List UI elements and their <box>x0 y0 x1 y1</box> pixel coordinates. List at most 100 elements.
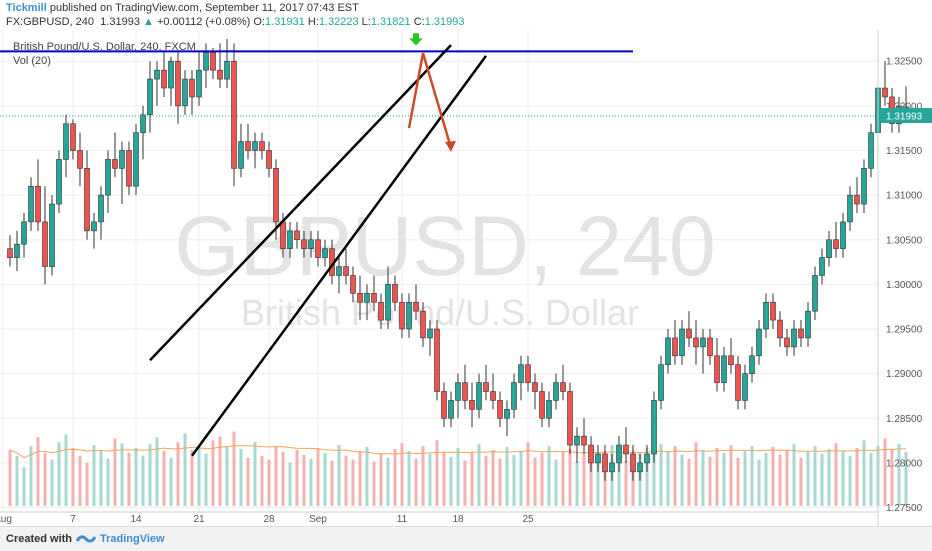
volume-bar <box>169 457 173 506</box>
volume-bar <box>596 457 600 506</box>
volume-bar <box>218 436 222 506</box>
candle-body <box>686 328 692 339</box>
candle-body <box>742 373 748 401</box>
down-arrow-marker-icon <box>409 33 423 46</box>
volume-bar <box>372 461 376 506</box>
volume-bar <box>484 455 488 506</box>
volume-bar <box>211 440 215 506</box>
candle-body <box>490 391 496 401</box>
volume-bar <box>358 450 362 506</box>
candle-body <box>609 462 615 473</box>
volume-bar <box>106 458 110 506</box>
high-value: 1.32223 <box>318 16 359 28</box>
low-value: 1.31821 <box>370 16 411 28</box>
volume-ma-line <box>9 445 906 459</box>
quote-line: FX:GBPUSD, 240 1.31993 ▲ +0.00112 (+0.08… <box>6 16 464 28</box>
volume-bar <box>904 451 908 506</box>
volume-bar <box>43 452 47 506</box>
volume-bar <box>834 443 838 506</box>
volume-bar <box>148 444 152 506</box>
volume-bar <box>442 451 446 506</box>
candle-body <box>721 355 727 383</box>
author-link[interactable]: Tickmill <box>6 2 47 14</box>
volume-bar <box>190 449 194 506</box>
price-tick-label: 1.29000 <box>886 369 923 380</box>
volume-bar <box>302 454 306 506</box>
volume-bar <box>316 448 320 506</box>
publish-line: Tickmill published on TradingView.com, S… <box>6 2 359 14</box>
candle-body <box>518 364 524 383</box>
forecast-arrow[interactable] <box>407 52 453 149</box>
candle-body <box>854 194 860 205</box>
volume-bar <box>393 448 397 506</box>
candle-body <box>287 230 293 249</box>
candle-body <box>70 123 76 151</box>
grid-lines <box>0 30 878 512</box>
candle-body <box>602 453 608 473</box>
price-tick-label: 1.29500 <box>886 325 923 336</box>
publish-info: published on TradingView.com, September … <box>49 2 359 14</box>
price-tick-label: 1.31500 <box>886 146 923 157</box>
price-axis[interactable]: 1.32500 1.32000 1.31500 1.31000 1.30500 1.300… <box>886 57 923 514</box>
candle-body <box>665 337 671 366</box>
volume-bar <box>57 442 61 506</box>
last-price-badge-bg <box>879 108 932 123</box>
time-tick-label: 11 <box>397 514 408 525</box>
candle-body <box>189 78 195 98</box>
candle-body <box>511 382 517 410</box>
time-tick-label: 18 <box>452 514 464 525</box>
drawings <box>0 33 633 457</box>
volume-bar <box>491 449 495 506</box>
volume-bar <box>729 445 733 506</box>
channel-lower-line[interactable] <box>190 55 488 457</box>
candle-body <box>91 221 97 232</box>
volume-bar <box>407 450 411 506</box>
footer: Created with TradingView <box>0 526 932 551</box>
candle-body <box>525 364 531 383</box>
open-value: 1.31931 <box>265 16 305 28</box>
candle-body <box>539 391 545 419</box>
candle-body <box>420 310 426 339</box>
volume-bar <box>820 453 824 506</box>
volume-bar <box>673 446 677 506</box>
candle-body <box>504 409 510 419</box>
volume-bar <box>743 450 747 506</box>
volume-bar <box>855 448 859 506</box>
time-tick-label: 7 <box>70 514 76 525</box>
symbol-label: FX:GBPUSD, 240 <box>6 16 95 28</box>
price-chart[interactable]: GBPUSD, 240 British Pound/U.S. Dollar 1.… <box>0 30 932 526</box>
volume-bar <box>470 452 474 506</box>
candle-body <box>280 221 286 249</box>
candle-body <box>469 400 475 410</box>
price-change: +0.00112 (+0.08%) <box>156 16 251 28</box>
channel-upper-line[interactable] <box>149 44 452 362</box>
volume-bar <box>99 449 103 506</box>
candle-body <box>259 141 265 151</box>
candle-body <box>140 114 146 133</box>
watermark-name: British Pound/U.S. Dollar <box>241 292 639 333</box>
volume-bar <box>29 446 33 506</box>
candle-body <box>42 221 48 267</box>
volume-bar <box>351 459 355 506</box>
candle-body <box>427 328 433 339</box>
volume-bar <box>400 443 404 506</box>
volume-bar <box>561 451 565 506</box>
candle-body <box>672 337 678 357</box>
volume-bar <box>862 440 866 506</box>
last-price-badge-text: 1.31993 <box>886 112 923 123</box>
chart-header: Tickmill published on TradingView.com, S… <box>0 0 932 30</box>
tradingview-logo-icon <box>76 535 96 543</box>
tradingview-link[interactable]: TradingView <box>100 533 165 545</box>
candle-body <box>644 453 650 464</box>
candle-body <box>112 159 118 169</box>
volume-bar <box>414 458 418 506</box>
volume-bar <box>36 437 40 506</box>
volume-bar <box>162 450 166 506</box>
candle-body <box>497 400 503 419</box>
candle-body <box>637 462 643 473</box>
candle-body <box>399 301 405 330</box>
candle-body <box>392 284 398 303</box>
time-axis[interactable]: Aug 7 14 21 28 Sep 11 18 25 <box>0 514 534 525</box>
candle-body <box>301 239 307 249</box>
candle-body <box>462 382 468 401</box>
